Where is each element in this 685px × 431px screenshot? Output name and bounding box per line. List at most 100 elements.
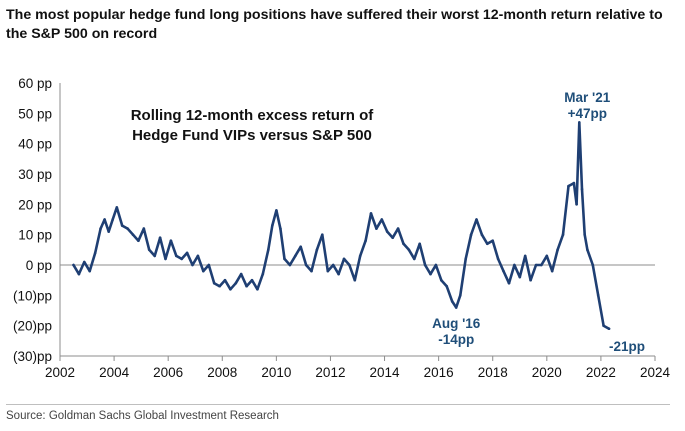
data-point	[507, 281, 511, 285]
data-point	[93, 251, 97, 255]
annotation-label: -21pp	[609, 339, 645, 354]
data-point	[103, 218, 106, 221]
data-point	[77, 272, 81, 276]
data-point	[454, 306, 458, 309]
annotation-label: Mar '21	[564, 90, 610, 105]
data-point	[418, 242, 422, 246]
data-point	[131, 233, 135, 236]
data-point	[196, 254, 200, 258]
data-point	[469, 233, 473, 236]
x-axis: 2002 2004 2006 2008 2010 2012 2014 2016 2018 2020…	[45, 355, 671, 380]
data-point	[283, 257, 286, 261]
data-point	[153, 254, 156, 258]
data-point	[445, 284, 449, 288]
data-point	[261, 272, 265, 276]
data-point	[364, 239, 367, 242]
data-point	[337, 272, 340, 276]
series-line	[72, 121, 611, 331]
data-point	[275, 209, 278, 212]
data-point	[480, 233, 484, 236]
data-point	[147, 248, 151, 252]
y-tick-label: 40 pp	[18, 137, 52, 152]
data-point	[191, 263, 194, 267]
data-point	[245, 284, 248, 288]
data-point	[486, 242, 489, 246]
data-point	[304, 263, 308, 267]
annotation-label: -14pp	[438, 332, 474, 347]
data-point	[72, 263, 75, 267]
line-chart: 60 pp 50 pp 40 pp 30 pp 20 pp 10 pp 0 pp (10)pp…	[13, 76, 671, 380]
data-point	[380, 218, 384, 221]
annotations: Mar '21+47pp Aug '16-14pp -21pp	[432, 90, 645, 354]
plot-area	[59, 83, 655, 356]
data-point	[310, 269, 313, 273]
data-point	[239, 272, 243, 276]
data-point	[342, 257, 346, 261]
y-tick-label: 10 pp	[18, 228, 52, 243]
data-point	[142, 227, 146, 230]
x-tick-label: 2012	[315, 365, 345, 380]
data-point	[207, 263, 211, 267]
data-point	[326, 269, 330, 273]
data-point	[591, 263, 595, 267]
data-point	[583, 233, 586, 236]
data-point	[545, 254, 549, 258]
data-point	[607, 327, 611, 331]
data-point	[550, 269, 554, 273]
data-point	[223, 278, 227, 282]
y-tick-label: (10)pp	[13, 288, 52, 303]
footer-divider	[6, 404, 670, 405]
data-point	[596, 294, 600, 297]
data-point	[496, 257, 500, 261]
data-point	[202, 269, 205, 273]
data-point	[212, 281, 216, 285]
data-point	[218, 284, 221, 288]
data-point	[402, 242, 405, 246]
data-point	[464, 257, 468, 261]
data-point	[348, 263, 351, 267]
data-point	[523, 254, 527, 258]
data-point	[434, 263, 438, 267]
data-point	[229, 288, 232, 291]
data-point	[580, 187, 584, 191]
source-note: Source: Goldman Sachs Global Investment …	[6, 410, 279, 422]
data-point	[556, 248, 559, 252]
data-point	[529, 278, 532, 282]
data-point	[137, 239, 140, 242]
data-point	[375, 227, 378, 230]
data-point	[602, 324, 605, 328]
x-tick-label: 2004	[99, 365, 130, 380]
data-point	[561, 233, 565, 236]
data-point	[475, 218, 478, 221]
x-tick-label: 2014	[370, 365, 401, 380]
data-point	[164, 257, 167, 261]
data-point	[250, 278, 254, 282]
data-point	[440, 278, 443, 282]
inset-title-line: Rolling 12-month excess return of	[131, 107, 375, 124]
data-point	[353, 278, 357, 282]
x-tick-label: 2018	[478, 365, 508, 380]
y-tick-label: 0 pp	[26, 258, 52, 273]
data-point	[459, 294, 462, 297]
inset-title: Rolling 12-month excess return of Hedge F…	[131, 107, 375, 144]
data-point	[575, 203, 578, 206]
data-point	[534, 263, 538, 267]
data-point	[107, 230, 110, 233]
data-point	[115, 206, 119, 209]
x-tick-label: 2016	[424, 365, 454, 380]
y-tick-label: 30 pp	[18, 167, 52, 182]
data-point	[294, 254, 297, 258]
data-point	[396, 227, 400, 230]
data-point	[513, 263, 516, 267]
data-point	[578, 121, 581, 124]
x-tick-label: 2006	[153, 365, 183, 380]
y-tick-label: (30)pp	[13, 349, 52, 364]
x-tick-label: 2010	[261, 365, 291, 380]
data-point	[158, 236, 162, 239]
data-point	[267, 248, 270, 252]
x-tick-label: 2008	[207, 365, 237, 380]
data-point	[491, 239, 495, 242]
data-point	[391, 236, 395, 239]
annotation-label: +47pp	[568, 106, 607, 121]
data-point	[358, 254, 362, 258]
